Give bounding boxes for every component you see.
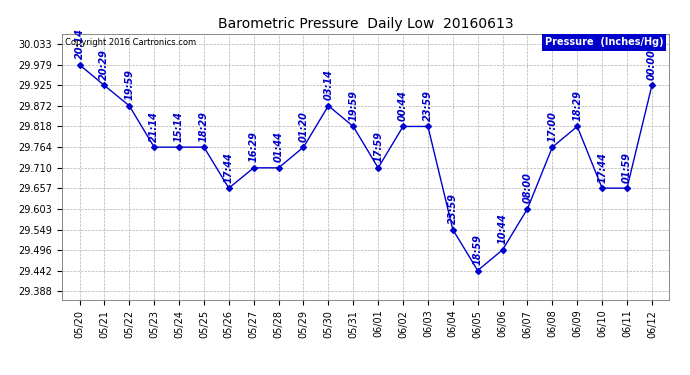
Text: 01:20: 01:20 — [299, 111, 308, 142]
Text: 15:14: 15:14 — [174, 111, 184, 142]
Text: 03:14: 03:14 — [324, 69, 333, 100]
Text: 16:29: 16:29 — [248, 131, 259, 162]
Text: 01:59: 01:59 — [622, 152, 632, 183]
Text: 17:00: 17:00 — [547, 111, 558, 142]
Text: Copyright 2016 Cartronics.com: Copyright 2016 Cartronics.com — [65, 38, 196, 47]
Text: 01:44: 01:44 — [274, 131, 284, 162]
Text: 19:59: 19:59 — [348, 90, 358, 121]
Text: 08:00: 08:00 — [522, 172, 533, 203]
Text: 23:59: 23:59 — [448, 193, 457, 224]
Text: 00:44: 00:44 — [398, 90, 408, 121]
Text: 17:44: 17:44 — [597, 152, 607, 183]
Text: 17:44: 17:44 — [224, 152, 234, 183]
Text: 17:59: 17:59 — [373, 131, 383, 162]
Text: 20:29: 20:29 — [99, 49, 110, 80]
Text: 00:00: 00:00 — [647, 49, 657, 80]
Text: 18:59: 18:59 — [473, 234, 483, 265]
Text: 23:59: 23:59 — [423, 90, 433, 121]
Text: 10:44: 10:44 — [497, 213, 508, 244]
Title: Barometric Pressure  Daily Low  20160613: Barometric Pressure Daily Low 20160613 — [218, 17, 513, 31]
Text: 18:29: 18:29 — [199, 111, 209, 142]
Text: 19:59: 19:59 — [124, 69, 135, 100]
Text: 21:14: 21:14 — [149, 111, 159, 142]
Text: 20:14: 20:14 — [75, 28, 84, 59]
Text: 18:29: 18:29 — [572, 90, 582, 121]
